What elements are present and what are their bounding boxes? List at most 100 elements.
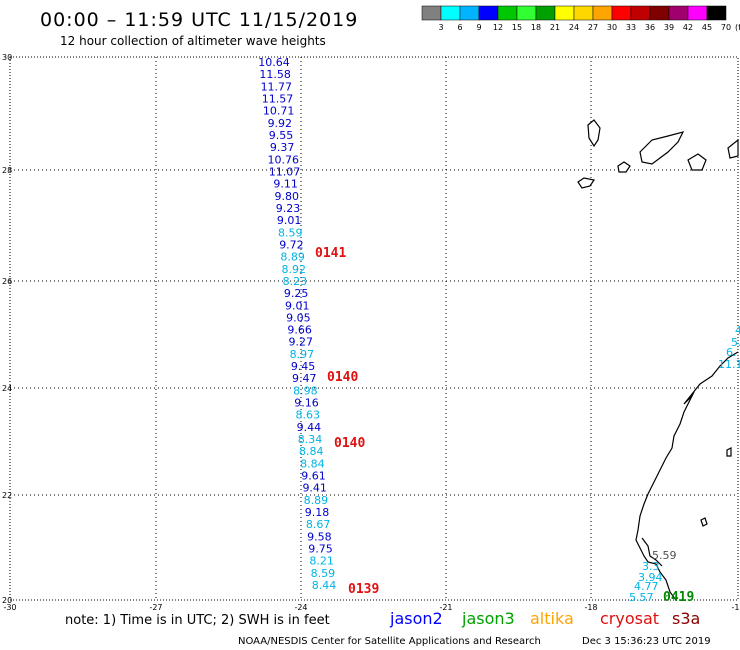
legend-label: 18 <box>531 23 541 32</box>
wave-height-value: 9.11 <box>273 178 298 191</box>
map-frame <box>9 56 739 601</box>
legend-swatch <box>554 5 575 21</box>
satellite-altika: altika <box>530 609 574 628</box>
legend-label: 9 <box>476 23 481 32</box>
wave-height-value: 8.44 <box>312 579 337 592</box>
lon-label: -18 <box>584 603 597 612</box>
longitude-labels: -30 -27 -24 -21 -18 -15 <box>3 603 740 612</box>
lat-label: 28 <box>2 166 12 175</box>
wave-height-value: 11.57 <box>262 92 294 105</box>
wave-height-value: 8.89 <box>304 494 329 507</box>
lon-label: -21 <box>439 603 452 612</box>
wave-height-value: 8.89 <box>280 251 305 264</box>
legend-swatch <box>592 5 613 21</box>
legend-swatch <box>478 5 499 21</box>
island-fuerteventura <box>727 138 739 159</box>
map-subtitle: 12 hour collection of altimeter wave hei… <box>60 34 326 48</box>
pass-labels: 0141 0140 0140 0139 <box>315 246 379 597</box>
legend-label: 6 <box>457 23 462 32</box>
coastal-track-values: 3.33.944.775.57 5.59 0419 <box>629 549 694 605</box>
island-hierro <box>577 177 595 189</box>
wave-height-value: 4 <box>735 324 740 337</box>
wave-height-value: 11.07 <box>269 165 301 178</box>
wave-height-value: 9.55 <box>269 129 294 142</box>
wave-height-value: 5.57 <box>629 591 654 604</box>
latitude-labels: 30 28 26 24 22 20 <box>2 53 12 605</box>
legend-swatch <box>535 5 556 21</box>
footer-credit: NOAA/NESDIS Center for Satellite Applica… <box>238 636 541 647</box>
satellite-jason2: jason2 <box>389 609 443 628</box>
legend-label: 21 <box>550 23 560 32</box>
wave-height-value: 9.41 <box>302 482 327 495</box>
lat-label: 22 <box>2 491 12 500</box>
legend-label: 27 <box>588 23 598 32</box>
legend-swatch <box>497 5 518 21</box>
coastline <box>577 119 739 601</box>
legend-label: 12 <box>493 23 503 32</box>
wave-height-value: 3.94 <box>638 571 663 584</box>
wave-height-value: 9.05 <box>286 311 311 324</box>
wave-height-value: 9.37 <box>270 141 295 154</box>
wave-height-value: 9.23 <box>276 202 301 215</box>
island-tenerife <box>639 131 685 165</box>
wave-height-value: 5. <box>731 336 740 349</box>
wave-height-value: 8.34 <box>298 433 323 446</box>
legend-swatch <box>459 5 480 21</box>
legend-swatch <box>630 5 651 21</box>
wave-height-value: 8.84 <box>299 445 324 458</box>
lon-label: -24 <box>294 603 307 612</box>
wave-height-value: 9.44 <box>297 421 322 434</box>
lat-label: 24 <box>2 384 12 393</box>
legend-label: 70 <box>721 23 731 32</box>
wave-height-value: 9.80 <box>275 190 300 203</box>
wave-height-value: 9.01 <box>277 214 302 227</box>
wave-height-value: 9.27 <box>288 336 313 349</box>
wave-height-value: 4.77 <box>634 580 659 593</box>
legend-swatch <box>440 5 461 21</box>
main-track-values: 10.6411.5811.7711.5710.719.929.559.3710.… <box>258 56 336 592</box>
wave-height-value: 8.63 <box>295 409 320 422</box>
wave-height-value: 8.92 <box>282 263 307 276</box>
wave-height-value: 10.64 <box>258 56 290 69</box>
wave-height-value: 10.71 <box>263 105 295 118</box>
wave-height-value: 11.58 <box>259 68 291 81</box>
legend-label: 33 <box>626 23 636 32</box>
wave-height-value: 8.84 <box>300 457 325 470</box>
wave-height-value: 8.59 <box>278 226 303 239</box>
legend-label: 15 <box>512 23 522 32</box>
wave-height-value: 9.72 <box>279 238 304 251</box>
wave-height-value: 9.47 <box>292 372 317 385</box>
wave-height-value: 8.97 <box>290 348 315 361</box>
lat-label: 20 <box>2 596 12 605</box>
legend-label: 42 <box>683 23 693 32</box>
wave-height-value: 9.61 <box>301 470 326 483</box>
lat-label: 26 <box>2 277 12 286</box>
small-islet <box>700 517 708 527</box>
island-gran-canaria <box>687 153 707 171</box>
legend-swatch <box>706 5 727 21</box>
wave-height-value: 9.01 <box>285 299 310 312</box>
lon-label: -15 <box>731 603 740 612</box>
legend-label: 36 <box>645 23 655 32</box>
wave-height-value: 9.18 <box>305 506 330 519</box>
legend-swatch <box>573 5 594 21</box>
legend-label: 39 <box>664 23 674 32</box>
wave-height-value: 9.75 <box>308 543 333 556</box>
legend-label: 30 <box>607 23 617 32</box>
right-track-values: 45.6.11.1 <box>718 324 740 371</box>
lat-label: 30 <box>2 53 12 62</box>
wave-height-value: 9.16 <box>294 397 319 410</box>
legend-swatch <box>611 5 632 21</box>
wave-height-value: 8.23 <box>283 275 308 288</box>
legend-swatch <box>687 5 708 21</box>
wave-height-value: 5.59 <box>652 549 677 562</box>
legend-swatch <box>421 5 442 21</box>
footer-timestamp: Dec 3 15:36:23 UTC 2019 <box>582 636 711 647</box>
satellite-cryosat: cryosat <box>600 609 659 628</box>
wave-height-value: 9.58 <box>307 530 332 543</box>
satellite-legend: jason2 jason3 altika cryosat s3a <box>389 609 700 628</box>
island-gomera <box>617 161 631 173</box>
satellite-jason3: jason3 <box>461 609 515 628</box>
island-la-palma <box>587 119 601 148</box>
